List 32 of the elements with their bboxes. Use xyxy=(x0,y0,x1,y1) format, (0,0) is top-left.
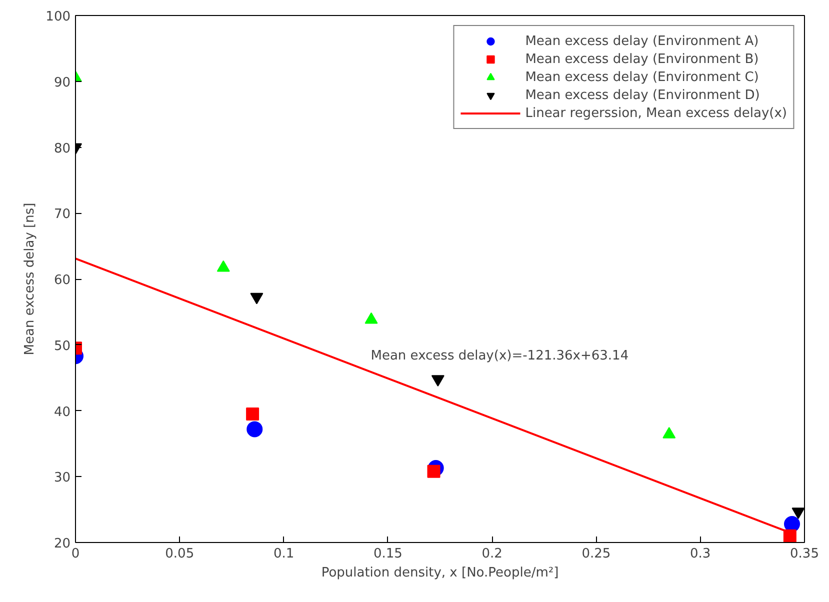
point xyxy=(216,260,230,272)
x-tick-label: 0.1 xyxy=(273,546,294,562)
y-tick-label: 90 xyxy=(54,75,71,90)
legend-label: Mean excess delay (Environment B) xyxy=(525,50,759,68)
y-tick-label: 60 xyxy=(54,273,71,288)
x-axis-title: Population density, x [No.People/m²] xyxy=(321,566,559,580)
x-tick-label: 0.3 xyxy=(690,546,711,562)
y-tick-label: 50 xyxy=(54,338,71,354)
y-tick-label: 100 xyxy=(46,10,71,24)
x-tick-label: 0.35 xyxy=(790,546,819,562)
point xyxy=(784,516,800,532)
y-tick-label: 30 xyxy=(54,470,71,486)
x-tick-label: 0 xyxy=(71,546,80,562)
x-tick-label: 0.15 xyxy=(373,546,402,562)
point xyxy=(364,312,378,324)
point xyxy=(246,408,260,421)
point xyxy=(427,464,440,478)
y-tick-label: 40 xyxy=(54,404,71,420)
y-axis-title: Mean excess delay [ns] xyxy=(22,202,38,356)
legend-label: Mean excess delay (Environment A) xyxy=(525,32,759,50)
x-tick-label: 0.25 xyxy=(582,546,611,562)
x-tick-label: 0.2 xyxy=(482,546,502,562)
legend-label: Mean excess delay (Environment D) xyxy=(525,86,760,104)
y-tick-label: 20 xyxy=(54,536,71,552)
annotation: Mean excess delay(x)=-121.36x+63.14 xyxy=(370,348,629,364)
point xyxy=(246,421,263,438)
legend-label: Mean excess delay (Environment C) xyxy=(525,68,759,86)
point xyxy=(792,508,804,519)
y-tick-label: 70 xyxy=(54,207,71,222)
legend-label: Linear regerssion, Mean excess delay(x) xyxy=(525,104,787,122)
x-tick-label: 0.05 xyxy=(165,546,194,562)
y-tick-label: 80 xyxy=(54,141,71,156)
